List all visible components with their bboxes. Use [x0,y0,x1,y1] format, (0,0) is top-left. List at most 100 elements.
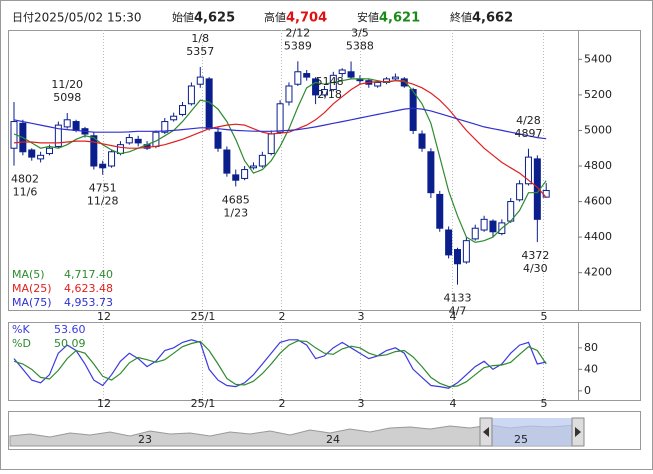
legend-value: 4,717.40 [64,268,113,281]
header-label: 高値 [264,10,286,24]
annotation-date: 2/18 [317,88,342,101]
annotation-value: 4751 [89,182,117,195]
annotation-value: 4802 [11,173,39,186]
navigator-label: 23 [138,433,152,446]
x-tick-label: 2 [279,397,286,410]
header-label: 安値 [357,10,379,24]
legend-name: %K [12,323,30,336]
legend-value: 4,623.48 [64,282,113,295]
x-tick-label: 4 [450,310,457,323]
annotation-value: 4372 [521,249,549,262]
y-tick-label: 40 [584,362,598,375]
handle-arrow [575,427,581,437]
candle-body [276,103,284,133]
candle-body [409,89,417,131]
header-value: 4,621 [379,11,420,26]
header-value: 4,625 [194,11,235,26]
x-tick-label: 5 [541,310,548,323]
candle-body [45,147,53,155]
x-tick-label: 3 [358,397,365,410]
candle-body [179,105,187,115]
annotation-value: 4685 [222,193,250,206]
candle-body [134,138,142,144]
candle-body [223,149,231,174]
candle-body [516,183,524,201]
candle-body [37,154,45,160]
candle-body [312,78,320,96]
candle-body [462,240,470,263]
handle-arrow [483,427,489,437]
candle-body [108,151,116,167]
annotation-value: 5148 [316,75,344,88]
annotation-date: 11/28 [87,195,119,208]
candle-body [187,85,195,105]
annotation-date: 4/7 [449,305,467,318]
annotation-value: 5098 [53,91,81,104]
candle-body [542,190,550,198]
navigator-label: 25 [514,433,528,446]
y-tick-label: 5200 [584,88,612,101]
y-tick-label: 4400 [584,230,612,243]
annotation-value: 5388 [346,39,374,52]
candle-body [391,76,399,80]
candle-body [28,149,36,158]
annotation-value: 4133 [444,292,472,305]
annotation-date: 1/23 [223,206,248,219]
annotation-date: 4/30 [523,262,548,275]
navigator-window[interactable] [486,418,576,446]
annotation-date: 11/6 [13,186,38,199]
header-label: 日付 [12,11,34,24]
y-tick-label: 4800 [584,159,612,172]
navigator-label: 24 [326,433,340,446]
line [13,339,547,389]
header-label: 終値 [450,10,472,24]
x-tick-label: 4 [450,397,457,410]
candle-body [480,218,488,231]
y-tick-label: 0 [584,384,591,397]
y-tick-label: 5000 [584,123,612,136]
legend-name: %D [12,337,31,350]
legend-name: MA(75) [12,296,52,309]
x-tick-label: 5 [541,397,548,410]
candle-body [445,229,453,256]
candle-body [72,121,80,131]
x-tick-label: 3 [358,310,365,323]
candle-body [418,133,426,149]
candle-body [427,151,435,194]
candle-body [436,193,444,229]
legend-value: 53.60 [54,323,86,336]
candle-body [374,81,382,87]
annotation-value: 5357 [186,45,214,58]
candle-body [99,163,107,169]
line [13,78,547,244]
y-tick-label: 80 [584,341,598,354]
candle-body [489,220,497,233]
x-tick-label: 25/1 [191,397,216,410]
candle-body [232,174,240,181]
line [13,80,547,198]
annotation-value: 4897 [514,127,542,140]
line [13,340,547,388]
candle-body [471,227,479,240]
x-tick-label: 12 [97,310,111,323]
candle-body [241,169,249,179]
legend-value: 50.09 [54,337,86,350]
candle-body [161,121,169,133]
candle-body [125,137,133,144]
candle-body [196,76,204,85]
annotation-date: 1/8 [191,32,209,45]
y-tick-label: 4200 [584,266,612,279]
candle-body [258,154,266,167]
x-tick-label: 25/1 [191,310,216,323]
stoch-panel [8,322,641,401]
x-tick-label: 2 [279,310,286,323]
y-tick-label: 5400 [584,52,612,65]
candle-body [214,131,222,149]
annotation-date: 4/28 [516,114,541,127]
candle-body [249,165,257,169]
candle-body [63,119,71,128]
header-value: 2025/05/02 15:30 [34,11,142,25]
annotation-date: 3/5 [351,26,369,39]
candle-body [294,71,302,85]
